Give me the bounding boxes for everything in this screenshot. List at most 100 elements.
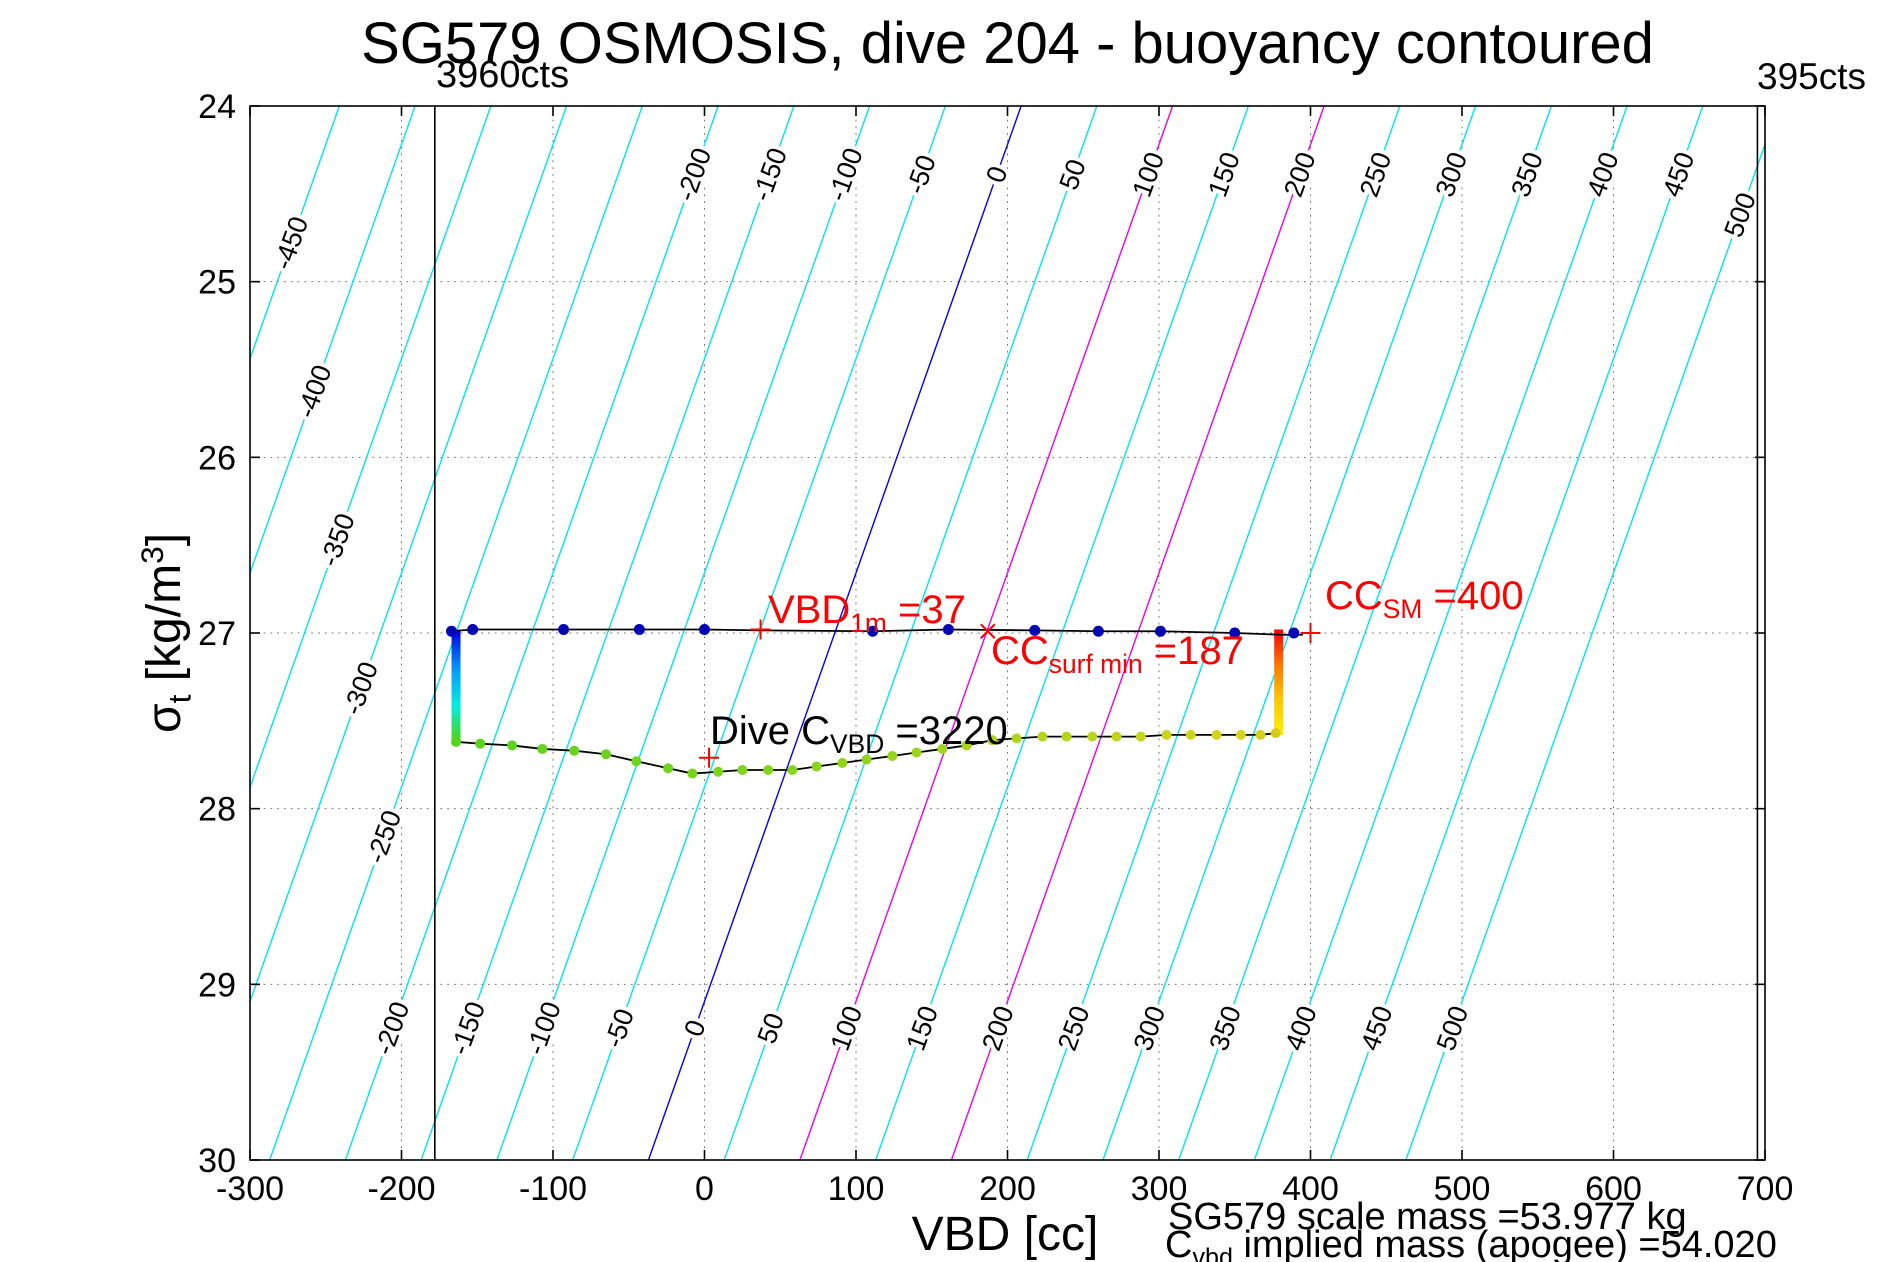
- dive-sample-dot: [713, 766, 724, 777]
- buoyancy-colorbar: [1274, 629, 1284, 735]
- svg-text:350: 350: [1203, 1002, 1247, 1055]
- surface-track-line: [449, 628, 1303, 636]
- surface-sample-dot: [445, 625, 457, 637]
- x-axis-label: VBD [cc]: [911, 1208, 1099, 1261]
- annotation-cc-sm: CCSM =400: [1325, 574, 1524, 624]
- svg-text:-200: -200: [367, 1170, 435, 1208]
- svg-text:-200: -200: [671, 144, 718, 205]
- svg-text:450: 450: [1657, 148, 1701, 201]
- svg-text:500: 500: [1434, 1170, 1491, 1208]
- surface-sample-dot: [942, 623, 954, 635]
- surface-sample-dot: [1029, 624, 1041, 636]
- dive-sample-dot: [763, 765, 774, 776]
- surface-sample-dot: [633, 623, 645, 635]
- svg-text:30: 30: [198, 1142, 236, 1180]
- vbd-counts-max-label: 395cts: [1757, 56, 1867, 97]
- annotation-cc-surf-min: CCsurf min =187: [991, 629, 1244, 679]
- svg-text:250: 250: [1354, 148, 1398, 201]
- red-plus-marker: [699, 747, 720, 768]
- svg-text:28: 28: [198, 791, 236, 829]
- red-plus-marker: [750, 619, 771, 640]
- svg-text:450: 450: [1355, 1002, 1399, 1055]
- svg-text:-150: -150: [746, 144, 793, 205]
- svg-text:-250: -250: [361, 806, 408, 867]
- dive-sample-dot: [1235, 729, 1246, 740]
- svg-text:-300: -300: [216, 1170, 284, 1208]
- annotation-dive-c-vbd: Dive CVBD =3220: [710, 709, 1008, 759]
- tick-marks: [249, 105, 1766, 1161]
- svg-text:27: 27: [198, 615, 236, 653]
- svg-text:350: 350: [1505, 148, 1549, 201]
- svg-text:-50: -50: [599, 1005, 641, 1052]
- sigma-symbol: σ: [137, 703, 191, 734]
- svg-text:150: 150: [1202, 148, 1246, 201]
- surface-sample-dot: [1288, 627, 1300, 639]
- annotation-scale-mass: SG579 scale mass =53.977 kg: [1168, 1196, 1687, 1238]
- svg-text:-50: -50: [900, 151, 942, 198]
- dive-sample-dot: [687, 768, 698, 779]
- red-plus-marker: [1300, 623, 1321, 643]
- dive-sample-dot: [737, 765, 748, 776]
- dive-sample-dot: [1211, 729, 1222, 740]
- svg-text:-300: -300: [337, 658, 384, 719]
- dive-sample-dot: [837, 757, 848, 768]
- red-x-marker: [980, 623, 996, 639]
- svg-text:-100: -100: [520, 998, 567, 1059]
- svg-text:150: 150: [900, 1002, 944, 1055]
- surface-sample-dot: [558, 623, 570, 635]
- svg-text:600: 600: [1585, 1170, 1642, 1208]
- svg-text:100: 100: [828, 1170, 885, 1208]
- svg-text:-150: -150: [444, 998, 491, 1059]
- surface-sample-dot: [1092, 625, 1104, 637]
- dive-sample-dot: [663, 763, 674, 774]
- buoyancy-colorbar: [451, 631, 461, 744]
- dive-sample-dot: [537, 743, 548, 754]
- surface-sample-dot: [1155, 625, 1167, 637]
- dive-sample-dot: [787, 765, 798, 776]
- svg-text:300: 300: [1131, 1170, 1188, 1208]
- dive-sample-dot: [1061, 731, 1072, 742]
- svg-text:400: 400: [1282, 1170, 1339, 1208]
- svg-text:25: 25: [198, 264, 236, 302]
- svg-text:50: 50: [1053, 155, 1091, 193]
- svg-text:300: 300: [1430, 148, 1474, 201]
- dive-sample-dot: [887, 750, 898, 761]
- chart-title: SG579 OSMOSIS, dive 204 - buoyancy conto…: [361, 11, 1654, 76]
- dive-sample-dot: [601, 749, 612, 760]
- svg-text:500: 500: [1431, 1002, 1475, 1055]
- surface-sample-dot: [1229, 627, 1241, 639]
- svg-text:100: 100: [1127, 148, 1171, 201]
- svg-text:400: 400: [1279, 1002, 1323, 1055]
- dive-sample-dot: [987, 735, 998, 746]
- annotation-vbd-1m: VBD1m =37: [768, 588, 966, 638]
- dive-sample-dot: [1161, 729, 1172, 740]
- svg-text:-200: -200: [369, 998, 416, 1059]
- svg-text:0: 0: [980, 162, 1013, 186]
- svg-text:500: 500: [1718, 189, 1762, 242]
- svg-text:50: 50: [752, 1009, 790, 1047]
- dive-sample-dot: [569, 745, 580, 756]
- gridlines: [250, 106, 1765, 1160]
- dive-sample-dot: [861, 754, 872, 765]
- svg-text:-350: -350: [314, 509, 361, 570]
- dive-sample-dot: [1087, 731, 1098, 742]
- annotation-implied-mass: Cvbd implied mass (apogee) =54.020: [1165, 1224, 1777, 1262]
- svg-text:200: 200: [1278, 148, 1322, 201]
- svg-text:-450: -450: [268, 212, 315, 273]
- dive-sample-dot: [1255, 729, 1266, 740]
- dive-sample-dot: [1037, 731, 1048, 742]
- dive-sample-dot: [1011, 733, 1022, 744]
- svg-text:200: 200: [976, 1002, 1020, 1055]
- svg-text:700: 700: [1737, 1170, 1794, 1208]
- dive-sample-dot: [961, 740, 972, 751]
- svg-text:26: 26: [198, 439, 236, 477]
- svg-text:29: 29: [198, 966, 236, 1004]
- dive-sample-dot: [1270, 728, 1281, 739]
- surface-sample-dot: [467, 623, 479, 635]
- svg-text:400: 400: [1581, 148, 1625, 201]
- svg-text:250: 250: [1052, 1002, 1096, 1055]
- dive-sample-dot: [911, 747, 922, 758]
- svg-text:-100: -100: [519, 1170, 587, 1208]
- svg-text:200: 200: [979, 1170, 1036, 1208]
